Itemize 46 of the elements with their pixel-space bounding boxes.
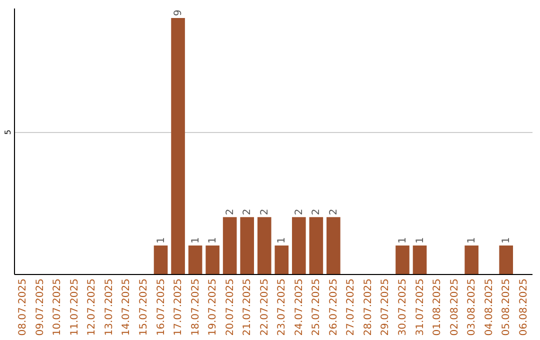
x-tick-label: 09.07.2025 [34,278,46,336]
x-tick-label: 18.07.2025 [190,278,202,336]
data-label: 1 [501,237,512,244]
x-tick-label: 19.07.2025 [208,278,219,336]
x-tick-label: 16.07.2025 [156,278,167,336]
data-label: 1 [414,237,426,244]
data-label: 2 [311,208,322,216]
data-label: 1 [398,237,408,244]
x-tick-label: 30.07.2025 [398,278,408,336]
x-tick-label: 29.07.2025 [380,278,392,336]
x-tick-label: 05.08.2025 [501,278,512,336]
x-tick-label: 17.07.2025 [173,278,184,336]
data-label: 1 [276,237,288,244]
data-label: 1 [156,237,167,244]
x-tick-label: 14.07.2025 [121,278,132,336]
data-label: 2 [259,208,270,216]
x-tick-label: 27.07.2025 [346,278,357,336]
x-tick-label: 10.07.2025 [52,278,64,336]
x-tick-label: 24.07.2025 [294,278,305,336]
data-label: 2 [242,208,254,216]
data-label: 9 [173,10,184,16]
x-tick-label: 23.07.2025 [276,278,288,336]
x-tick-label: 13.07.2025 [104,278,115,336]
x-tick-label: 21.07.2025 [242,278,254,336]
x-tick-label: 31.07.2025 [414,278,426,336]
data-label: 2 [294,208,305,216]
x-tick-label: 01.08.2025 [432,278,444,336]
x-tick-label: 02.08.2025 [449,278,460,336]
x-tick-label: 03.08.2025 [466,278,478,336]
x-tick-label: 26.07.2025 [328,278,340,336]
x-tick-label: 25.07.2025 [311,278,322,336]
data-label: 1 [190,237,202,244]
x-tick-label: 06.08.2025 [518,278,530,336]
y-tick-label: 5 [4,130,12,135]
x-tick-label: 22.07.2025 [259,278,270,336]
data-label: 1 [208,237,219,244]
x-tick-label: 12.07.2025 [86,278,98,336]
x-tick-label: 28.07.2025 [362,278,374,336]
x-tick-label: 04.08.2025 [484,278,495,336]
x-tick-label: 08.07.2025 [18,278,29,336]
data-label: 2 [328,208,340,216]
data-label: 1 [466,237,478,244]
x-tick-label: 20.07.2025 [224,278,236,336]
x-tick-label: 15.07.2025 [138,278,150,336]
data-label: 2 [224,208,236,216]
x-tick-label: 11.07.2025 [69,278,80,336]
